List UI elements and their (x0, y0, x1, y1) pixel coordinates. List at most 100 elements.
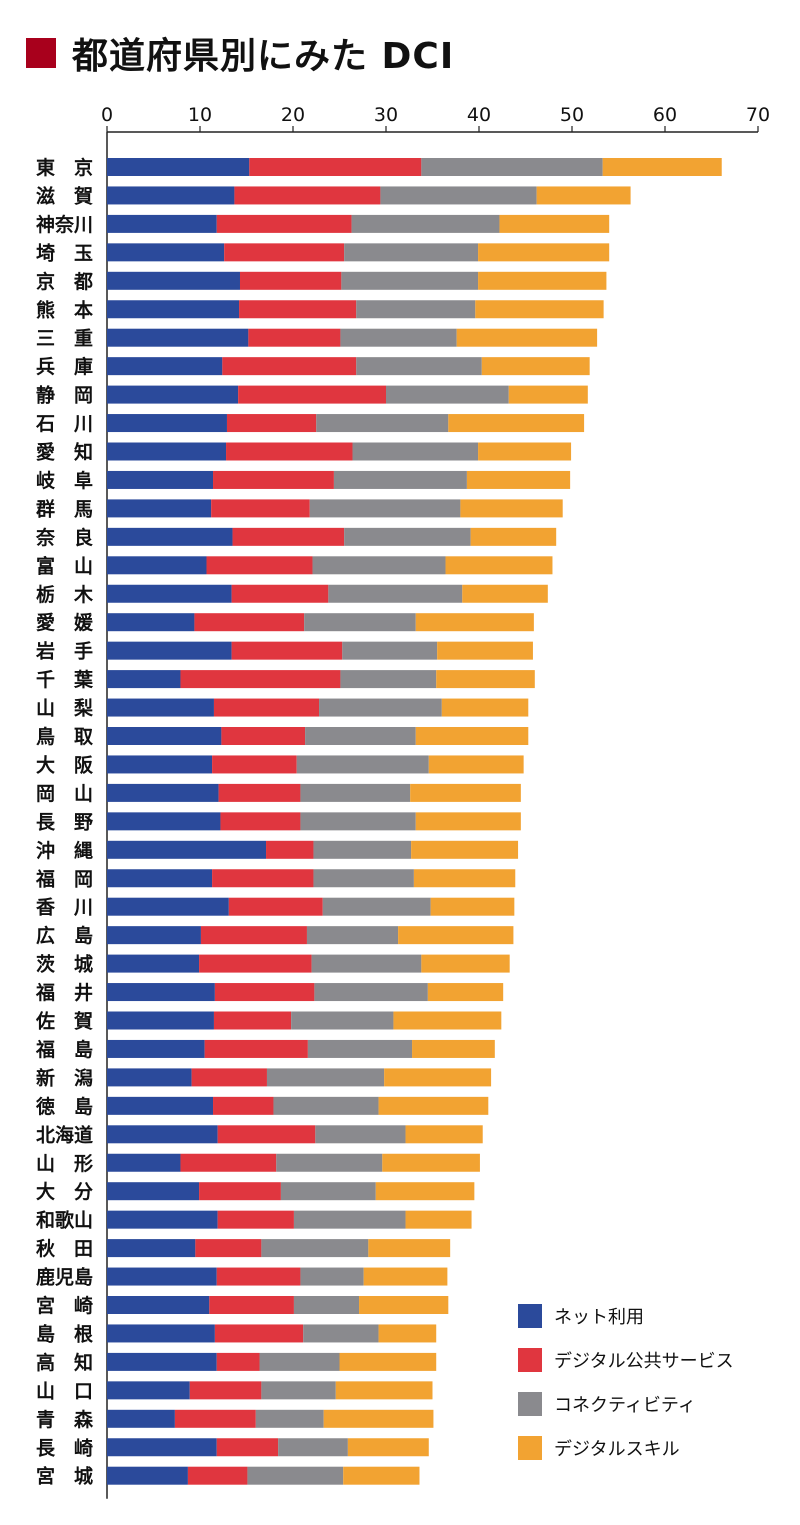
category-label: 岡 山 (36, 783, 93, 805)
bar-segment-1 (107, 1125, 218, 1144)
bar-segment-4 (508, 385, 588, 404)
bar-segment-1 (107, 755, 213, 774)
bar-segment-4 (536, 186, 631, 205)
bar-segment-2 (200, 926, 307, 945)
x-tick-label: 0 (101, 104, 113, 126)
category-label: 新 潟 (36, 1066, 93, 1089)
bar-segment-1 (107, 926, 201, 945)
bar-segment-4 (415, 812, 521, 831)
bar-segment-2 (204, 1039, 308, 1058)
bar-segment-3 (300, 812, 416, 831)
bar-segment-2 (266, 840, 314, 859)
category-label: 埼 玉 (36, 241, 93, 264)
bar-segment-2 (216, 214, 352, 233)
category-label: 京 都 (36, 270, 93, 293)
bar-segment-1 (107, 470, 214, 489)
bar-segment-4 (415, 613, 534, 632)
bar-segment-3 (276, 1153, 383, 1172)
bar-segment-1 (107, 1296, 210, 1314)
bar-segment-4 (456, 328, 598, 347)
bar-segment-1 (107, 1182, 200, 1201)
bar-segment-2 (239, 271, 342, 290)
category-label: 高 知 (36, 1351, 93, 1374)
bar-segment-3 (356, 300, 476, 319)
bar-segment-1 (107, 1352, 217, 1371)
x-tick-label: 70 (746, 104, 770, 126)
bar-segment-2 (174, 1409, 256, 1428)
category-label: 愛 媛 (36, 611, 94, 634)
category-label: 香 川 (35, 897, 93, 919)
bar-segment-4 (393, 1011, 502, 1030)
bar-segment-3 (322, 897, 431, 916)
bar-segment-1 (107, 613, 195, 632)
bar-segment-2 (239, 300, 357, 319)
bar-segment-1 (107, 214, 217, 233)
bar-segment-4 (499, 214, 610, 233)
category-label: 石 川 (35, 413, 93, 435)
bar-segment-2 (226, 414, 317, 433)
bar-segment-4 (384, 1068, 492, 1087)
bar-segment-4 (410, 783, 521, 802)
bar-segment-3 (307, 1039, 413, 1058)
bar-segment-4 (466, 470, 571, 489)
bar-segment-3 (293, 1296, 360, 1314)
bar-segment-1 (107, 300, 240, 319)
bar-segment-4 (428, 755, 524, 774)
bar-segment-4 (460, 499, 563, 518)
bar-segment-1 (107, 840, 267, 859)
bar-segment-1 (107, 1039, 205, 1058)
bar-segment-4 (339, 1352, 437, 1371)
bar-segment-4 (421, 954, 510, 973)
bar-segment-3 (344, 243, 479, 262)
bar-segment-4 (478, 243, 610, 262)
category-label: 長 崎 (36, 1436, 93, 1459)
bar-segment-1 (107, 1011, 214, 1030)
bar-segment-2 (213, 1096, 274, 1115)
bar-segment-2 (213, 698, 320, 717)
bar-segment-3 (341, 271, 479, 290)
bar-segment-1 (107, 328, 249, 347)
category-label: 滋 賀 (36, 184, 93, 207)
category-label: 富 山 (36, 554, 93, 577)
bar-segment-1 (107, 271, 240, 290)
bar-segment-2 (226, 442, 353, 461)
bar-segment-1 (107, 869, 213, 888)
bar-segment-1 (107, 499, 212, 518)
bar-segment-3 (255, 1409, 324, 1428)
bar-segment-2 (221, 727, 306, 745)
bar-segment-2 (209, 1296, 294, 1314)
bar-segment-3 (319, 698, 442, 717)
category-label: 群 馬 (35, 497, 93, 520)
bar-segment-4 (412, 1039, 495, 1058)
bar-segment-3 (303, 1324, 379, 1343)
bar-segment-4 (436, 670, 535, 689)
bar-segment-4 (478, 271, 607, 290)
bar-segment-3 (352, 442, 479, 461)
bar-segment-4 (335, 1381, 433, 1400)
bar-segment-2 (222, 357, 357, 376)
title-square-icon (26, 38, 56, 68)
bar-segment-3 (421, 158, 603, 176)
bar-segment-2 (199, 1182, 281, 1201)
bar-segment-3 (309, 499, 461, 518)
x-tick-label: 20 (281, 104, 305, 126)
category-label: 山 形 (36, 1153, 93, 1175)
bar-segment-4 (481, 357, 590, 376)
bar-segment-1 (107, 357, 223, 376)
bar-segment-1 (107, 1381, 190, 1400)
bar-segment-2 (206, 556, 313, 575)
bar-segment-4 (378, 1324, 437, 1343)
bar-segment-2 (220, 812, 301, 831)
legend-swatch (518, 1304, 542, 1328)
bar-segment-3 (300, 1267, 364, 1286)
bar-segment-1 (107, 1096, 214, 1115)
bar-segment-2 (231, 641, 343, 660)
x-tick-label: 60 (653, 104, 677, 126)
bar-segment-3 (344, 527, 471, 546)
category-label: 兵 庫 (36, 355, 93, 378)
bar-segment-4 (445, 556, 553, 575)
bar-segment-4 (382, 1153, 480, 1172)
category-label: 宮 城 (36, 1465, 93, 1488)
category-label: 広 島 (36, 924, 93, 947)
